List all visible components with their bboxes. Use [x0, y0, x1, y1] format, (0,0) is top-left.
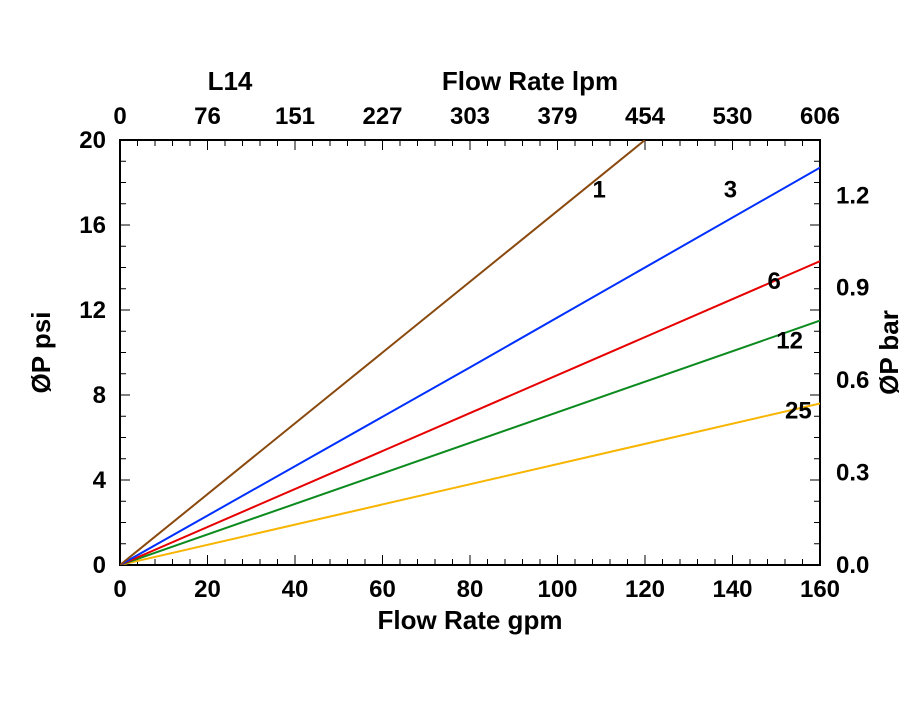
y-left-tick-label: 12	[79, 297, 106, 324]
y-right-tick-label: 0.3	[836, 460, 869, 487]
x-top-tick-label: 151	[275, 103, 315, 130]
y-right-tick-label: 1.2	[836, 182, 869, 209]
series-label-s1: 1	[593, 176, 606, 203]
x-bottom-tick-label: 140	[712, 576, 752, 603]
y-left-tick-label: 20	[79, 127, 106, 154]
series-label-s6: 6	[768, 268, 781, 295]
series-label-s3: 3	[724, 176, 737, 203]
x-top-tick-label: 227	[362, 103, 402, 130]
x-top-tick-label: 0	[113, 103, 126, 130]
series-label-s25: 25	[785, 397, 812, 424]
x-bottom-tick-label: 160	[800, 576, 840, 603]
x-bottom-tick-label: 80	[457, 576, 484, 603]
x-bottom-tick-label: 20	[194, 576, 221, 603]
x-top-tick-label: 530	[712, 103, 752, 130]
y-right-title: ØP bar	[874, 310, 904, 395]
y-right-tick-label: 0.6	[836, 367, 869, 394]
x-bottom-tick-label: 120	[625, 576, 665, 603]
model-tag: L14	[208, 66, 253, 96]
x-bottom-tick-label: 100	[537, 576, 577, 603]
x-top-title: Flow Rate lpm	[442, 66, 618, 96]
x-top-tick-label: 303	[450, 103, 490, 130]
x-top-tick-label: 606	[800, 103, 840, 130]
y-left-tick-label: 16	[79, 212, 106, 239]
x-bottom-tick-label: 40	[282, 576, 309, 603]
x-bottom-tick-label: 0	[113, 576, 126, 603]
y-right-tick-label: 0.0	[836, 552, 869, 579]
y-right-tick-label: 0.9	[836, 275, 869, 302]
x-bottom-tick-label: 60	[369, 576, 396, 603]
x-top-tick-label: 454	[625, 103, 666, 130]
y-left-tick-label: 8	[93, 382, 106, 409]
y-left-tick-label: 4	[93, 467, 107, 494]
x-top-tick-label: 76	[194, 103, 221, 130]
x-bottom-title: Flow Rate gpm	[378, 605, 563, 635]
x-top-tick-label: 379	[537, 103, 577, 130]
y-left-title: ØP psi	[26, 312, 56, 394]
y-left-tick-label: 0	[93, 552, 106, 579]
series-label-s12: 12	[776, 327, 803, 354]
